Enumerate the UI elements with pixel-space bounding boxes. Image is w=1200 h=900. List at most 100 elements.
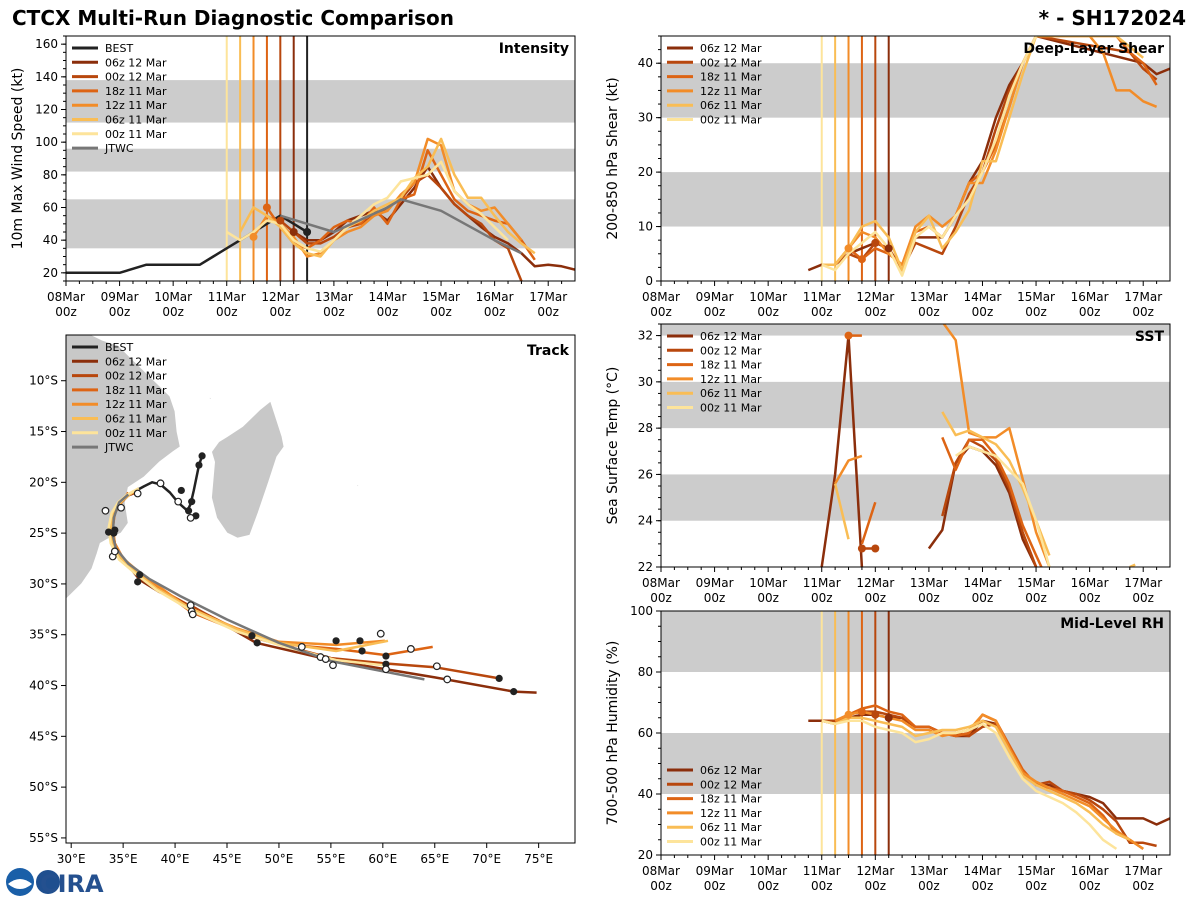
plot-area-sst <box>661 324 1170 567</box>
series-line-06z-12-mar <box>820 334 864 567</box>
init-dot-12z-11-mar <box>844 244 853 253</box>
legend-label-12z-11-mar: 12z 11 Mar <box>700 807 762 820</box>
track-position-dot <box>495 674 503 683</box>
panel-track: 30°E 35°E 40°E 45°E 50°E 55°E 60°E 65°E 70°E 75°E… <box>29 334 576 866</box>
init-dot-00z-12-mar <box>871 544 880 553</box>
y-tick-label: 40 <box>638 56 653 70</box>
y-tick-label: 35°S <box>29 628 58 642</box>
legend-label-06z-11-mar: 06z 11 Mar <box>700 387 762 400</box>
x-tick-sublabel: 00z <box>811 305 833 319</box>
y-tick-label: 50°S <box>29 780 58 794</box>
x-tick-sublabel: 00z <box>1025 591 1047 605</box>
track-position-dot <box>253 639 261 647</box>
legend-label-18z-11-mar: 18z 11 Mar <box>700 71 762 84</box>
y-tick-label: 30 <box>638 111 653 125</box>
y-tick-label: 60 <box>43 201 58 215</box>
series-line-06z-11-mar <box>833 483 850 540</box>
x-tick-label: 10Mar <box>749 290 787 304</box>
x-tick-sublabel: 00z <box>216 305 238 319</box>
x-tick-sublabel: 00z <box>55 305 77 319</box>
x-tick-label: 08Mar <box>642 576 680 590</box>
legend-label-00z-11-mar: 00z 11 Mar <box>105 128 167 141</box>
x-tick-label: 13Mar <box>910 576 948 590</box>
x-tick-sublabel: 00z <box>811 879 833 893</box>
x-tick-label: 10Mar <box>154 290 192 304</box>
y-tick-label: 25°S <box>29 526 58 540</box>
track-position-dot <box>134 578 142 586</box>
track-position-open-dot <box>117 503 125 512</box>
legend-label-jtwc: JTWC <box>104 142 134 155</box>
x-tick-label: 08Mar <box>47 290 85 304</box>
x-tick-label: 10Mar <box>749 576 787 590</box>
y-tick-label: 26 <box>638 467 653 481</box>
panel-shear: 01020304008Mar00z09Mar00z10Mar00z11Mar00… <box>605 35 1171 319</box>
panel-title-rh: Mid-Level RH <box>1060 616 1164 632</box>
band-intensity-1 <box>66 148 575 172</box>
x-tick-sublabel: 00z <box>972 591 994 605</box>
series-line-18z-11-mar <box>860 501 877 545</box>
track-position-open-dot <box>382 665 390 674</box>
x-tick-sublabel: 00z <box>650 305 672 319</box>
land-comoros-1 <box>208 394 213 401</box>
x-tick-label: 14Mar <box>369 290 407 304</box>
x-tick-label: 17Mar <box>1124 576 1162 590</box>
panel-title-shear: Deep-Layer Shear <box>1023 41 1164 57</box>
y-axis-label-sst: Sea Surface Temp (°C) <box>605 367 621 525</box>
legend-label-00z-11-mar: 00z 11 Mar <box>700 402 762 415</box>
x-tick-label: 70°E <box>472 852 501 866</box>
x-tick-label: 09Mar <box>696 290 734 304</box>
x-tick-sublabel: 00z <box>1025 305 1047 319</box>
x-tick-sublabel: 00z <box>1132 591 1154 605</box>
y-tick-label: 0 <box>645 274 653 288</box>
x-tick-sublabel: 00z <box>918 305 940 319</box>
y-axis-label-intensity: 10m Max Wind Speed (kt) <box>10 68 26 250</box>
init-dot-18z-11-mar <box>857 255 866 264</box>
plot-area-rh <box>661 611 1170 855</box>
track-line-00z-11-mar <box>107 487 383 667</box>
x-tick-label: 15Mar <box>422 290 460 304</box>
track-position-open-dot <box>297 643 306 651</box>
series-line-00z-11-mar <box>954 445 1051 567</box>
track-position-open-dot <box>329 661 337 670</box>
plot-area-shear <box>661 36 1170 281</box>
init-dot-06z-12-mar <box>289 228 298 236</box>
track-position-open-dot <box>376 629 385 638</box>
legend-label-best: BEST <box>105 42 133 55</box>
x-tick-label: 14Mar <box>964 864 1002 878</box>
init-dot-06z-12-mar <box>884 713 893 722</box>
x-tick-sublabel: 00z <box>757 879 779 893</box>
land-madagascar <box>210 400 285 539</box>
track-position-open-dot <box>133 489 142 498</box>
track-position-open-dot <box>406 645 415 653</box>
legend-label-06z-11-mar: 06z 11 Mar <box>105 413 167 426</box>
x-tick-sublabel: 00z <box>1079 305 1101 319</box>
y-tick-label: 20 <box>638 165 653 179</box>
track-line-18z-11-mar <box>111 491 433 657</box>
band-rh-1 <box>661 611 1170 672</box>
y-tick-label: 20 <box>43 266 58 280</box>
legend-label-18z-11-mar: 18z 11 Mar <box>700 359 762 372</box>
init-dot-00z-12-mar <box>871 710 880 719</box>
init-dot-12z-11-mar <box>249 232 258 241</box>
x-tick-sublabel: 00z <box>1132 879 1154 893</box>
x-tick-label: 11Mar <box>803 864 841 878</box>
x-tick-label: 17Mar <box>1124 864 1162 878</box>
x-tick-label: 12Mar <box>856 576 894 590</box>
legend-label-06z-11-mar: 06z 11 Mar <box>700 99 762 112</box>
x-tick-label: 15Mar <box>1017 290 1055 304</box>
x-tick-label: 11Mar <box>803 290 841 304</box>
x-tick-label: 17Mar <box>1124 290 1162 304</box>
y-tick-label: 10°S <box>29 374 58 388</box>
legend-label-18z-11-mar: 18z 11 Mar <box>700 793 762 806</box>
x-tick-label: 10Mar <box>749 864 787 878</box>
legend-label-06z-12-mar: 06z 12 Mar <box>700 764 762 777</box>
x-tick-sublabel: 00z <box>865 591 887 605</box>
x-tick-label: 16Mar <box>1071 290 1109 304</box>
x-tick-label: 55°E <box>316 852 345 866</box>
x-tick-label: 09Mar <box>696 576 734 590</box>
panel-title-track: Track <box>527 343 570 359</box>
